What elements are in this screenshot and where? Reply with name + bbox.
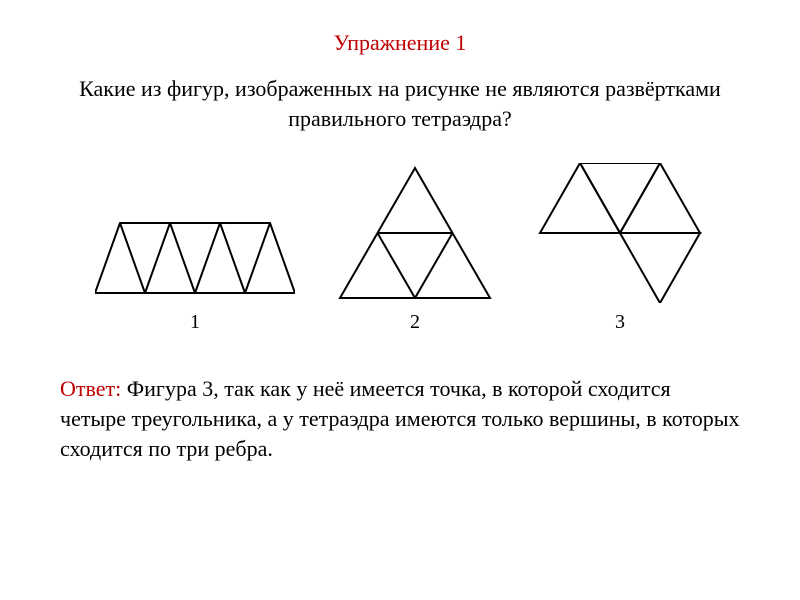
figure-1-diagram xyxy=(95,213,295,303)
answer-label: Ответ: xyxy=(60,376,121,401)
figure-1-label: 1 xyxy=(190,311,200,334)
figure-3-wrapper: 3 xyxy=(535,163,705,334)
figure-2-wrapper: 2 xyxy=(335,163,495,334)
figure-2-diagram xyxy=(335,163,495,303)
answer-block: Ответ: Фигура 3, так как у неё имеется т… xyxy=(50,374,750,463)
figure-3-diagram xyxy=(535,163,705,303)
figure-1-wrapper: 1 xyxy=(95,213,295,334)
figure-3-label: 3 xyxy=(615,311,625,334)
figure-2-label: 2 xyxy=(410,311,420,334)
answer-text: Фигура 3, так как у неё имеется точка, в… xyxy=(60,376,740,460)
question-text: Какие из фигур, изображенных на рисунке … xyxy=(50,74,750,133)
figures-row: 1 2 3 xyxy=(50,163,750,334)
exercise-title: Упражнение 1 xyxy=(50,30,750,56)
